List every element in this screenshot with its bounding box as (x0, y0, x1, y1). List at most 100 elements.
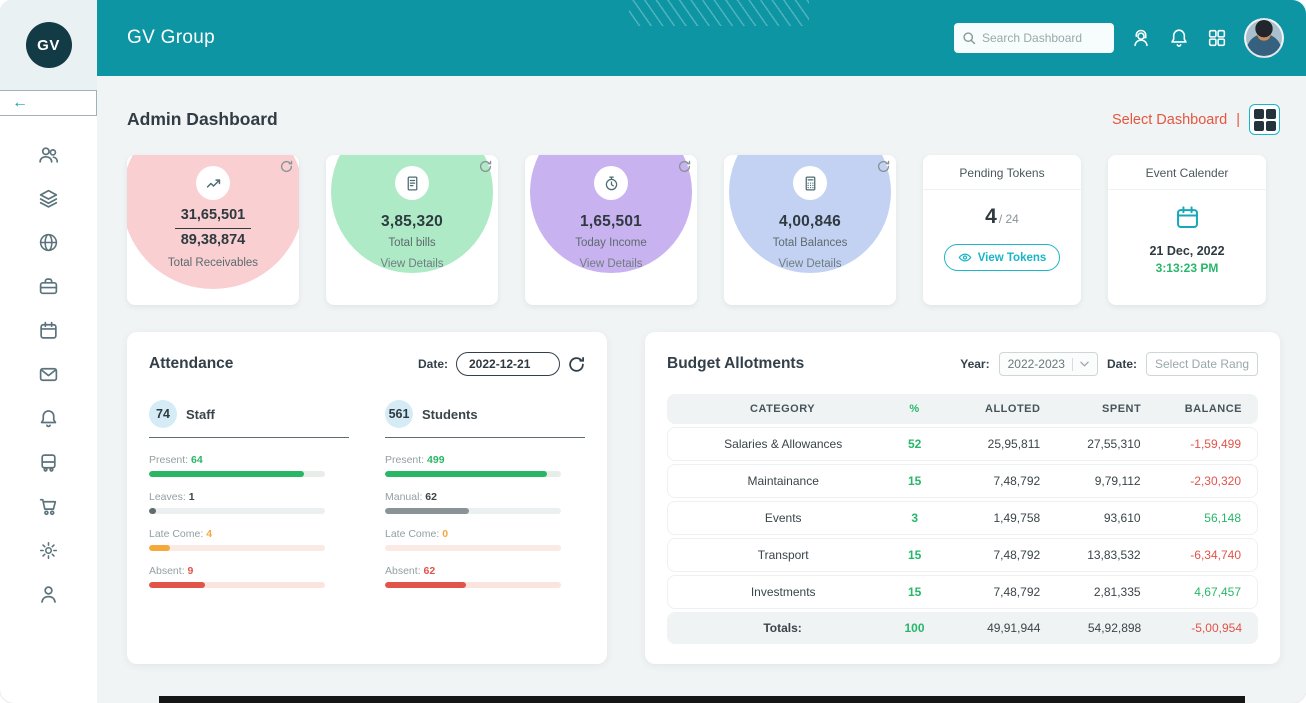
date-label: Date: (1106, 357, 1137, 371)
bar-label: Absent: (385, 565, 421, 577)
attendance-date-input[interactable] (456, 352, 560, 376)
sidebar-item-bus-icon[interactable] (36, 450, 61, 475)
cell-spent: 54,92,898 (1087, 621, 1142, 635)
bar-label: Leaves: (149, 491, 186, 503)
cell-percent: 100 (904, 621, 925, 635)
cell-balance: -5,00,954 (1191, 621, 1242, 635)
budget-title: Budget Allotments (667, 355, 805, 372)
select-dashboard-link[interactable]: Select Dashboard (1111, 111, 1228, 128)
trend-icon (196, 166, 230, 200)
cell-balance: 56,148 (1204, 511, 1241, 525)
progress-fill (149, 582, 206, 588)
cell-spent: 93,610 (1103, 511, 1141, 525)
grid-square-icon (1265, 108, 1276, 119)
stat-label: Today Income (575, 237, 647, 249)
bar-value: 0 (442, 528, 449, 540)
attendance-bar-late-come: Late Come: 4 (149, 528, 349, 551)
stat-cards-row: 31,65,501 89,38,874 Total Receivables (127, 155, 1280, 305)
bar-value: 62 (423, 565, 436, 577)
staff-attendance-group: 74 Staff Present: 64 Leaves: 1 (149, 400, 349, 602)
sidebar-item-settings-gear-icon[interactable] (36, 538, 61, 563)
event-time: 3:13:23 PM (1155, 261, 1219, 275)
calendar-icon (1174, 204, 1201, 236)
column-percent: % (909, 403, 920, 415)
logo-initials: GV (25, 22, 72, 68)
stat-value: 3,85,320 (381, 213, 443, 230)
search-input[interactable] (982, 31, 1106, 45)
attendance-panel: Attendance Date: 74 (127, 332, 607, 664)
refresh-icon[interactable] (877, 160, 890, 173)
stat-card-today-income: 1,65,501 Today Income View Details (525, 155, 697, 305)
cell-category: Totals: (763, 621, 802, 635)
apps-grid-icon[interactable] (1206, 27, 1228, 49)
sidebar-item-calendar-icon[interactable] (36, 318, 61, 343)
notifications-bell-icon[interactable] (1168, 27, 1190, 49)
sidebar-item-bell-icon[interactable] (36, 406, 61, 431)
grid-square-icon (1253, 120, 1264, 131)
staff-count-badge: 74 (149, 400, 177, 428)
bar-label: Present: (149, 454, 189, 466)
sidebar-item-mail-icon[interactable] (36, 362, 61, 387)
refresh-icon[interactable] (568, 356, 585, 373)
sidebar-item-layers-icon[interactable] (36, 186, 61, 211)
cell-spent: 13,83,532 (1087, 548, 1141, 562)
bar-label: Manual: (385, 491, 423, 503)
view-details-link[interactable]: View Details (778, 258, 842, 270)
chevron-down-icon (1080, 361, 1089, 367)
header-actions (954, 18, 1284, 58)
support-agent-icon[interactable] (1130, 27, 1152, 49)
refresh-icon[interactable] (678, 160, 691, 173)
progress-track (385, 471, 561, 477)
column-balance: BALANCE (1184, 403, 1242, 415)
cell-alloted: 7,48,792 (993, 585, 1041, 599)
sidebar-collapse-button[interactable]: ← (0, 90, 97, 116)
separator: | (1236, 111, 1240, 128)
stat-value: 1,65,501 (580, 213, 642, 230)
user-avatar[interactable] (1244, 18, 1284, 58)
bar-value: 64 (191, 454, 203, 466)
attendance-bar-absent: Absent: 62 (385, 565, 585, 588)
attendance-bar-present: Present: 499 (385, 454, 585, 477)
event-calendar-card: Event Calender 21 Dec, 2022 3:13:23 PM (1108, 155, 1266, 305)
cell-balance: -6,34,740 (1190, 548, 1241, 562)
bar-label: Absent: (149, 565, 185, 577)
refresh-icon[interactable] (280, 160, 293, 173)
sidebar-item-briefcase-icon[interactable] (36, 274, 61, 299)
page-header: Admin Dashboard Select Dashboard | (127, 104, 1280, 135)
stat-label: Total Balances (772, 237, 848, 249)
year-select[interactable]: 2022-2023 (998, 352, 1098, 376)
cell-balance: 4,67,457 (1194, 585, 1241, 599)
sidebar-item-globe-icon[interactable] (36, 230, 61, 255)
cell-percent: 52 (907, 437, 922, 451)
view-details-link[interactable]: View Details (380, 258, 444, 270)
students-attendance-group: 561 Students Present: 499 Manual: 62 (385, 400, 585, 602)
progress-fill (385, 508, 470, 514)
date-range-input[interactable] (1146, 352, 1258, 376)
column-spent: SPENT (1102, 403, 1142, 415)
view-tokens-button[interactable]: View Tokens (943, 244, 1061, 271)
budget-panel: Budget Allotments Year: 2022-2023 Date: (645, 332, 1280, 664)
stat-card-total-receivables: 31,65,501 89,38,874 Total Receivables (127, 155, 299, 305)
view-details-link[interactable]: View Details (579, 258, 643, 270)
logo: GV (0, 0, 97, 90)
view-tokens-label: View Tokens (977, 251, 1047, 264)
event-date: 21 Dec, 2022 (1149, 244, 1225, 258)
sidebar-item-person-icon[interactable] (36, 582, 61, 607)
sidebar-item-users-icon[interactable] (36, 142, 61, 167)
bottom-bar (158, 696, 1245, 703)
sidebar-item-cart-icon[interactable] (36, 494, 61, 519)
pending-tokens-card: Pending Tokens 4 / 24 View Tokens (923, 155, 1081, 305)
stat-value-denominator: 89,38,874 (180, 232, 246, 249)
dashboard-layout-button[interactable] (1249, 104, 1280, 135)
bar-value: 9 (187, 565, 194, 577)
bar-value: 62 (425, 491, 437, 503)
cell-spent: 2,81,335 (1093, 585, 1141, 599)
progress-track (385, 582, 561, 588)
progress-track (149, 471, 325, 477)
refresh-icon[interactable] (479, 160, 492, 173)
attendance-title: Attendance (149, 355, 234, 372)
progress-fill (385, 471, 547, 477)
column-category: CATEGORY (750, 403, 816, 415)
students-count-badge: 561 (385, 400, 413, 428)
group-label: Staff (186, 406, 215, 422)
